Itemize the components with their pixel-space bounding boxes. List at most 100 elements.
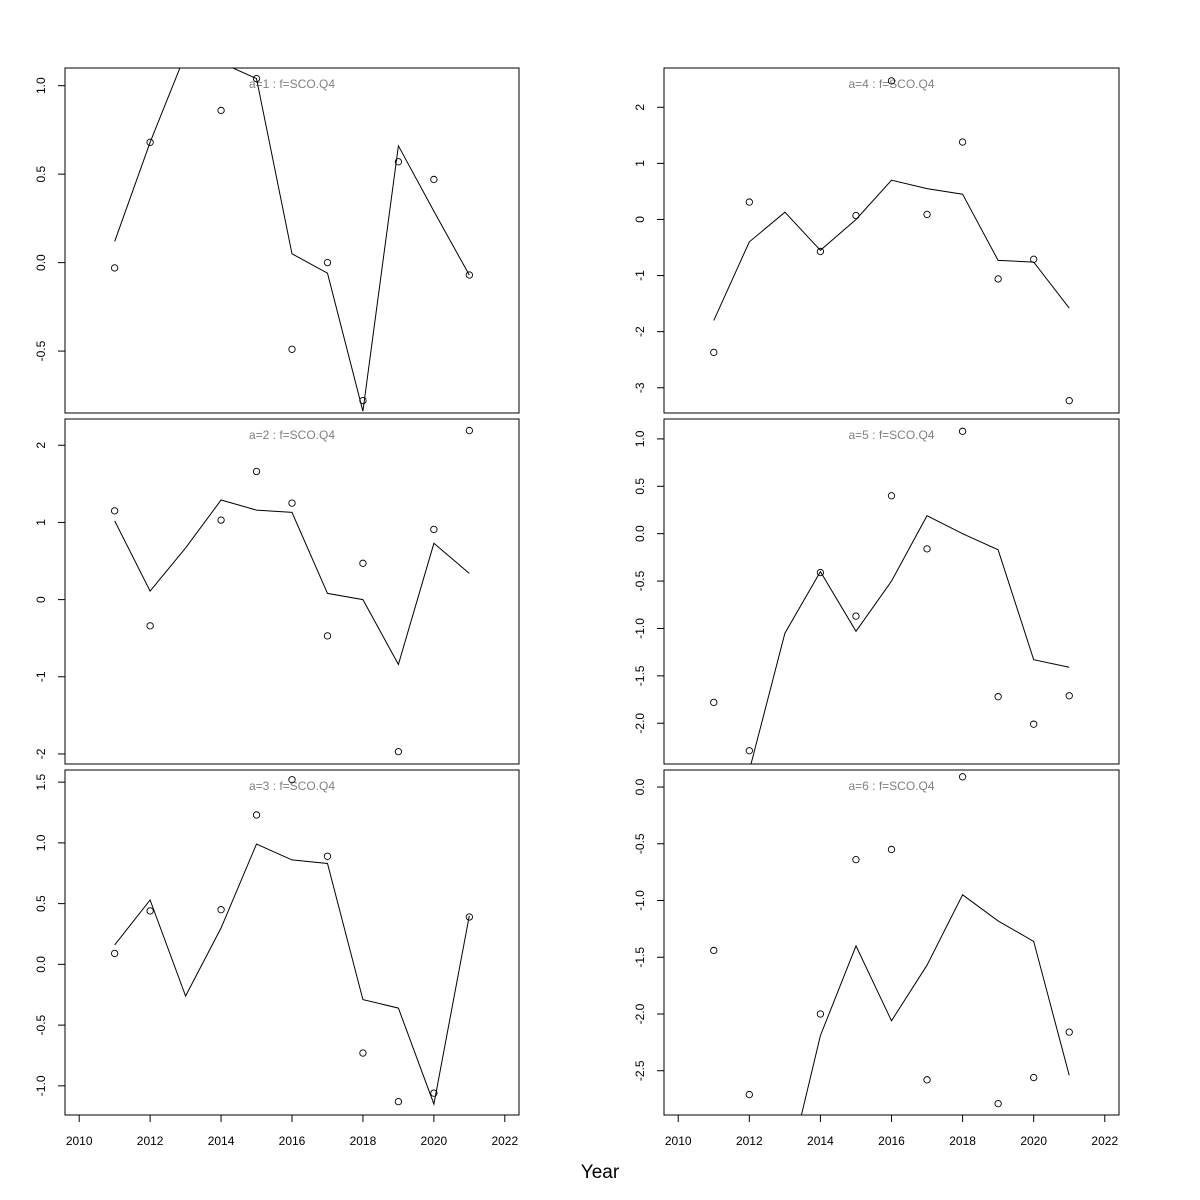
observed-point xyxy=(887,77,896,85)
observed-point xyxy=(359,1049,367,1057)
y-tick-label: 0.0 xyxy=(633,525,647,542)
observed-point xyxy=(887,845,896,854)
observed-point xyxy=(394,748,403,756)
panel-label: a=2 : f=SCO.Q4 xyxy=(249,428,335,442)
observed-point xyxy=(323,632,332,640)
x-tick-label: 2014 xyxy=(208,1134,235,1148)
panel-label: a=6 : f=SCO.Q4 xyxy=(848,779,934,793)
observed-point xyxy=(217,106,225,115)
observed-point xyxy=(430,175,438,184)
observed-point xyxy=(745,198,753,206)
y-tick-label: 1.0 xyxy=(34,77,48,94)
y-tick-label: 2 xyxy=(633,104,647,111)
observed-point xyxy=(994,275,1002,283)
observed-point xyxy=(359,396,367,405)
panel-frame xyxy=(64,769,520,1116)
panel-3: -1.0 -0.5 0.0 0.5 1.0 1.5 a=3 : f=SCO.Q4 2010 20… xyxy=(34,769,520,1148)
x-tick-label: 2020 xyxy=(1020,1134,1047,1148)
observed-point xyxy=(394,158,403,166)
observed-point xyxy=(1065,692,1073,700)
x-tick-label: 2018 xyxy=(350,1134,377,1148)
y-tick-label: 0.0 xyxy=(34,254,48,271)
y-tick-label: -0.5 xyxy=(633,570,647,591)
panel-label: a=1 : f=SCO.Q4 xyxy=(249,77,335,91)
observed-point xyxy=(430,525,438,534)
x-axis-title: Year xyxy=(581,1162,620,1183)
observed-point xyxy=(1065,1028,1073,1036)
y-tick-label: 0 xyxy=(34,596,48,603)
observed-point xyxy=(288,499,296,507)
x-tick-label: 2018 xyxy=(949,1134,976,1148)
panel-frame xyxy=(663,67,1120,414)
observed-point xyxy=(887,492,896,500)
y-tick-label: -0.5 xyxy=(34,340,48,361)
y-tick-label: -1.0 xyxy=(633,618,647,639)
observed-point xyxy=(465,271,473,279)
fitted-line xyxy=(750,515,1070,764)
fitted-line xyxy=(713,179,1070,321)
y-tick-label: -2.0 xyxy=(633,1003,647,1024)
y-tick-label: -1.5 xyxy=(633,947,647,968)
x-tick-label: 2022 xyxy=(491,1134,518,1148)
y-tick-label: -1.5 xyxy=(633,665,647,686)
observed-point xyxy=(1030,1073,1038,1082)
observed-point xyxy=(816,568,825,577)
observed-point xyxy=(958,138,967,146)
observed-point xyxy=(323,852,332,860)
observed-point xyxy=(710,698,718,707)
observed-point xyxy=(816,247,825,256)
observed-point xyxy=(852,612,860,620)
y-tick-label: 1.5 xyxy=(34,773,48,790)
panel-6: -2.5 -2.0 -1.5 -1.0 -0.5 0.0 a=6 : f=SCO.Q4 201… xyxy=(633,769,1120,1148)
panel-5: -2.0 -1.5 -1.0 -0.5 0.0 0.5 1.0 a=5 : f=SCO.Q4 xyxy=(633,418,1120,765)
observed-point xyxy=(430,1089,438,1097)
observed-point xyxy=(852,856,860,864)
panel-frame xyxy=(64,67,520,414)
panel-frame xyxy=(663,769,1120,1116)
observed-point xyxy=(394,1097,403,1106)
observed-point xyxy=(217,906,225,914)
observed-point xyxy=(994,693,1002,701)
observed-point xyxy=(923,545,931,553)
observed-point xyxy=(146,138,154,146)
fitted-line xyxy=(800,894,1070,1115)
y-tick-label: -2.5 xyxy=(633,1060,647,1081)
observed-point xyxy=(359,559,367,567)
observed-point xyxy=(816,1010,825,1018)
observed-point xyxy=(958,427,967,435)
x-tick-label: 2012 xyxy=(736,1134,763,1148)
observed-point xyxy=(146,622,154,630)
observed-point xyxy=(1030,255,1038,263)
observed-point xyxy=(958,773,967,781)
x-tick-label: 2012 xyxy=(137,1134,164,1148)
y-tick-label: -0.5 xyxy=(34,1014,48,1035)
y-tick-label: -2.0 xyxy=(633,713,647,734)
observed-point xyxy=(252,811,261,819)
y-tick-label: 0.0 xyxy=(633,778,647,795)
y-tick-label: -1.0 xyxy=(34,1075,48,1096)
y-tick-label: 0.5 xyxy=(34,165,48,182)
observed-point xyxy=(1065,397,1073,405)
x-tick-label: 2022 xyxy=(1091,1134,1118,1148)
y-tick-label: -1 xyxy=(34,671,48,682)
y-tick-label: 2 xyxy=(34,442,48,449)
x-tick-label: 2016 xyxy=(878,1134,905,1148)
x-tick-label: 2020 xyxy=(421,1134,448,1148)
y-tick-label: 0.5 xyxy=(633,478,647,495)
fitted-line xyxy=(114,499,470,666)
observed-point xyxy=(852,211,860,220)
observed-point xyxy=(252,74,261,83)
observed-point xyxy=(288,776,296,784)
y-tick-label: -3 xyxy=(633,382,647,393)
observed-point xyxy=(745,1090,753,1099)
panel-label: a=3 : f=SCO.Q4 xyxy=(249,779,335,793)
panel-1: -0.5 0.0 0.5 1.0 a=1 : f=SCO.Q4 xyxy=(34,67,520,414)
observed-point xyxy=(710,348,718,357)
observed-point xyxy=(288,345,296,353)
observed-point xyxy=(111,264,119,272)
x-tick-label: 2014 xyxy=(807,1134,834,1148)
y-tick-label: 1.0 xyxy=(633,430,647,447)
observed-point xyxy=(1030,720,1038,728)
observed-point xyxy=(994,1100,1002,1108)
